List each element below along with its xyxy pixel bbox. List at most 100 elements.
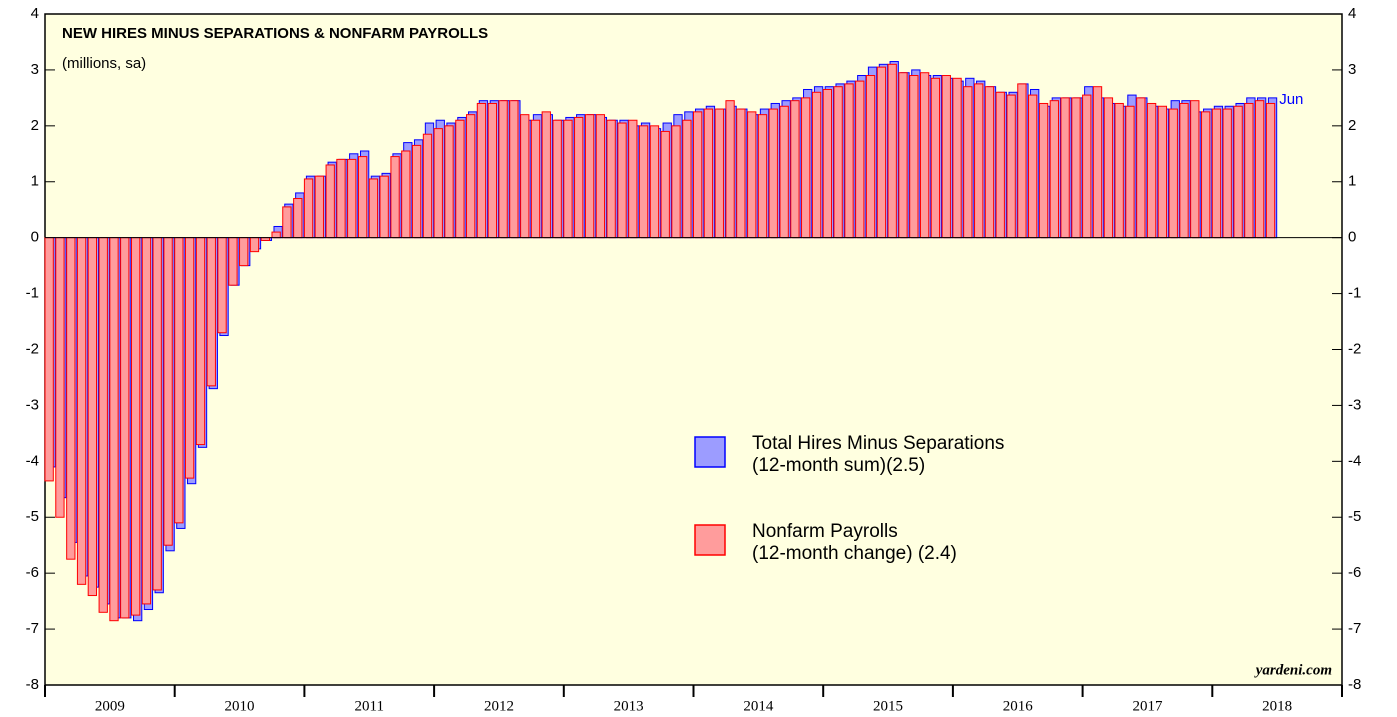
bar [217,237,227,334]
y-tick-label: -2 [26,340,39,357]
x-tick-label: 2014 [743,698,774,714]
y-tick-label: -3 [26,396,39,413]
bar [271,231,281,239]
bar [1157,105,1168,239]
bar [1190,100,1200,239]
y-tick-label: -8 [26,676,39,693]
y-tick-label-right: -5 [1348,508,1361,525]
y-tick-label: 0 [31,229,39,246]
bar [131,237,141,616]
bar [649,125,660,239]
bar [152,237,162,591]
bar [239,237,249,267]
bar [1103,97,1114,239]
chart-title: NEW HIRES MINUS SEPARATIONS & NONFARM PA… [62,25,488,42]
bar [293,198,303,239]
chart-subtitle: (millions, sa) [62,55,146,72]
y-tick-label: -4 [26,452,39,469]
bar [184,237,195,479]
bar [66,237,76,560]
bar [1038,102,1049,239]
bar [725,100,735,239]
bar [357,156,368,239]
bar [379,175,389,239]
bar [141,237,152,605]
bar [174,237,184,524]
bar [1265,102,1276,239]
bar [1060,97,1070,239]
bar [584,114,595,239]
bar [693,111,703,239]
bar [801,97,811,239]
legend-swatch [694,436,726,468]
bar [422,133,433,239]
bar [984,86,995,239]
bar [606,119,616,239]
bar [1233,105,1243,239]
bar [887,63,897,239]
x-tick-label: 2013 [614,698,644,714]
bar [1254,100,1265,239]
bar [1028,94,1038,239]
bar [325,164,335,239]
y-tick-label-right: 4 [1348,5,1356,22]
bar [401,150,411,239]
legend-label: Total Hires Minus Separations (12-month … [752,433,1005,476]
bar [963,86,973,239]
bar [574,116,584,239]
bar [833,86,843,239]
bar [682,119,692,239]
bar [811,91,822,239]
bar [930,77,941,239]
legend-label: Nonfarm Payrolls (12-month change) (2.4) [752,521,957,564]
bar [228,237,238,286]
bar [898,72,908,239]
x-tick-label: 2011 [355,698,384,714]
bar [909,75,919,239]
x-tick-label: 2018 [1262,698,1292,714]
bar [595,114,606,239]
bar [736,108,746,239]
bar [1136,97,1146,239]
bar [1168,108,1178,239]
bar [844,83,854,239]
bar [87,237,97,597]
bar [714,108,724,239]
bar [390,156,400,239]
x-tick-label: 2010 [225,698,255,714]
annotation: Jun [1279,91,1303,108]
bar [563,119,573,239]
bar [617,122,627,239]
bar [855,80,865,239]
y-tick-label: -1 [26,285,39,302]
bar [1146,102,1157,239]
bar [703,108,714,239]
y-tick-label: 3 [31,61,39,78]
bar [336,158,346,239]
bar [790,100,800,239]
bar [120,237,130,619]
bar [206,237,216,387]
bar [530,119,541,239]
y-tick-label: -5 [26,508,39,525]
bar [282,206,292,239]
bar [974,83,984,239]
bar [163,237,173,546]
bar [1006,94,1016,239]
bar [347,158,357,239]
bar [768,108,778,239]
bar [638,125,649,239]
bar [1125,105,1135,239]
bar [55,237,65,518]
bar [303,178,314,239]
y-tick-label: 2 [31,117,39,134]
bar [455,119,465,239]
bar [444,125,454,239]
bar [433,128,443,239]
bar [487,102,497,239]
y-tick-label-right: 2 [1348,117,1356,134]
watermark: yardeni.com [1254,662,1332,678]
bar [919,72,930,239]
bar [552,119,562,239]
